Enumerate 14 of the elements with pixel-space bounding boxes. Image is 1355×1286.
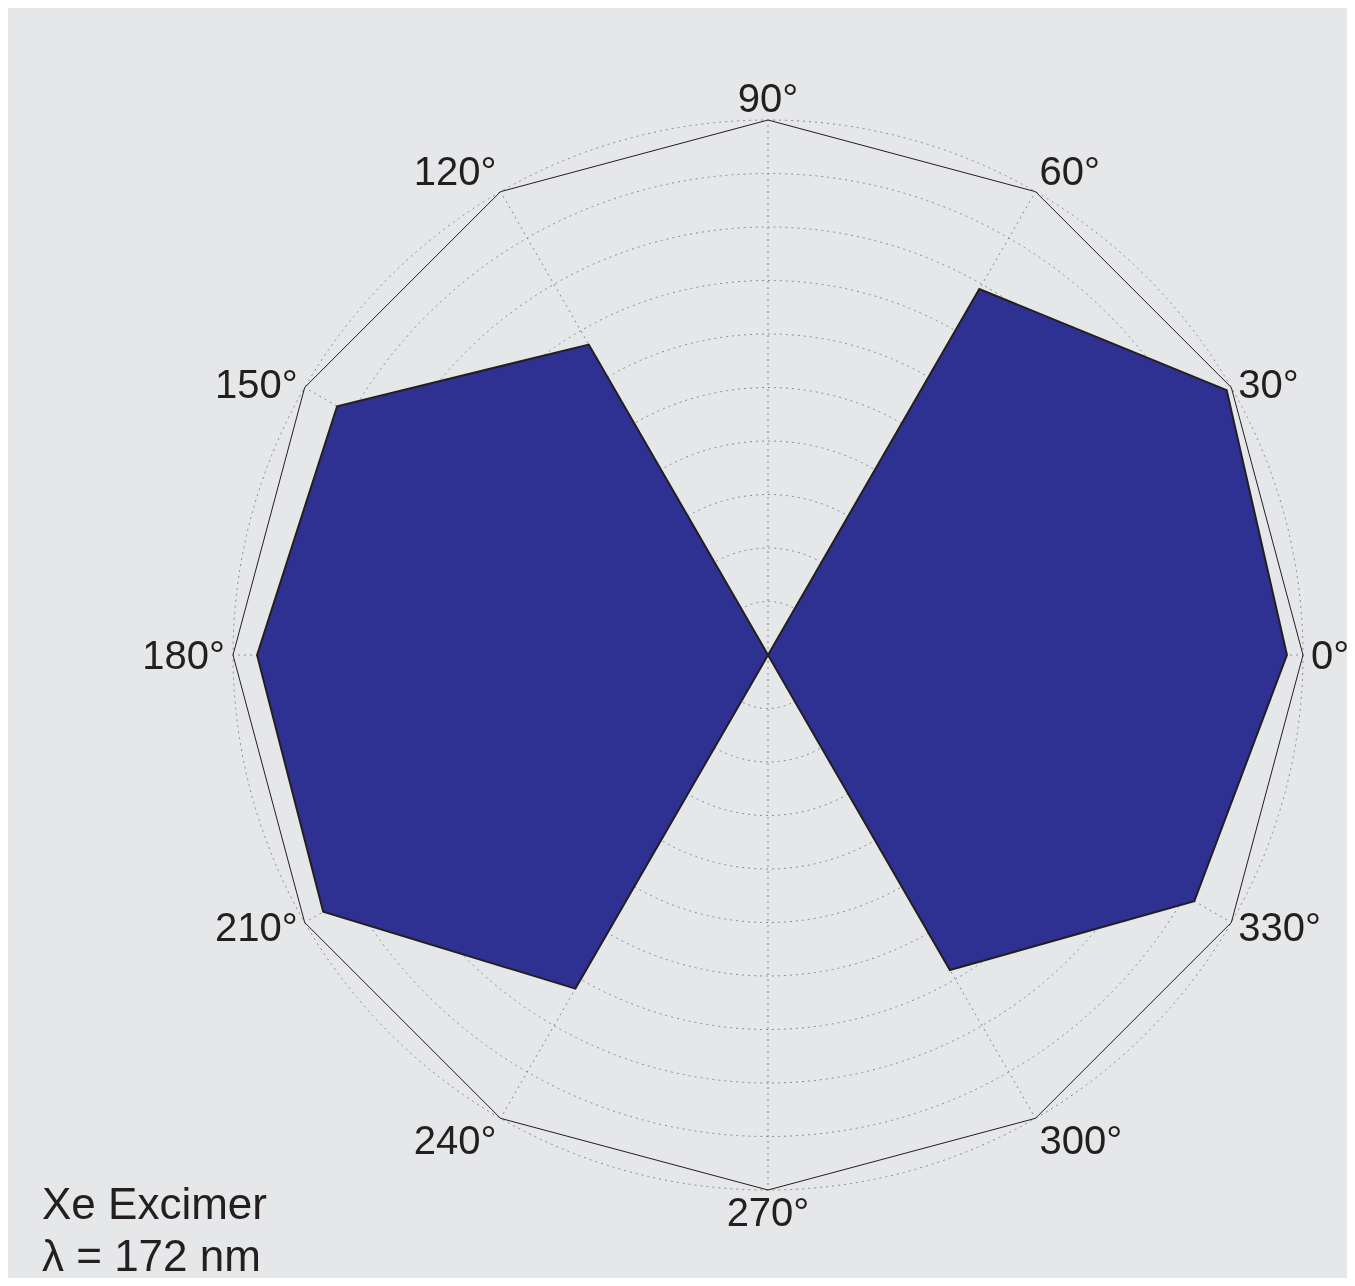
text: Xe Excimer: [42, 1178, 267, 1230]
spoke-label: 300°: [1039, 1117, 1123, 1162]
text: λ = 172 nm: [42, 1230, 262, 1282]
spoke-label: 60°: [1039, 148, 1100, 193]
spoke-label: 330°: [1238, 904, 1321, 949]
spoke-label: 0°: [1311, 633, 1350, 678]
spoke-label: 180°: [142, 633, 225, 678]
spoke-label: 30°: [1238, 361, 1299, 406]
spoke-label: 240°: [413, 1117, 497, 1162]
spoke-label: 90°: [737, 76, 799, 120]
spoke-label: 210°: [215, 904, 298, 949]
spoke-label: 120°: [413, 148, 497, 193]
spoke-label: 150°: [215, 361, 298, 406]
spoke-label: 270°: [726, 1190, 810, 1235]
